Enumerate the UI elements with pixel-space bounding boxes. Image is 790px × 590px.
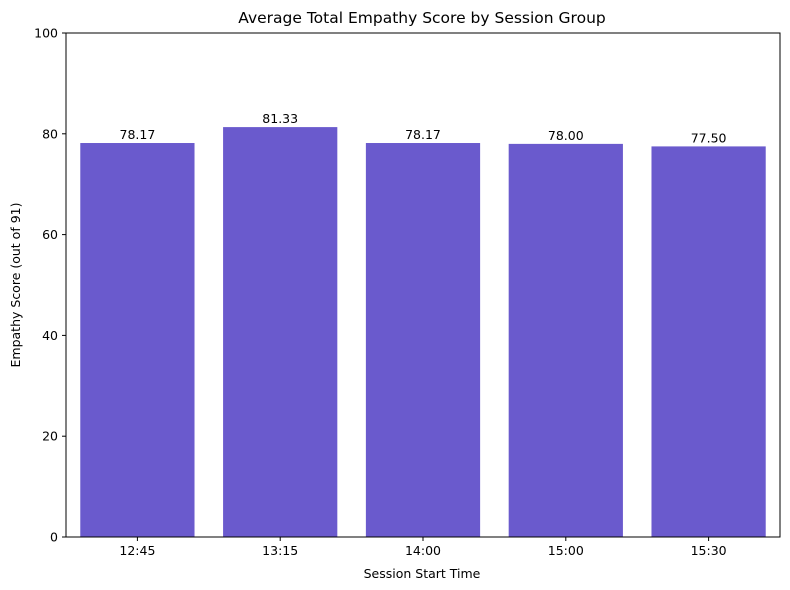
bar-1315 [223, 127, 338, 537]
y-tick-label: 40 [42, 328, 58, 343]
y-tick-label: 20 [42, 429, 58, 444]
x-tick-label: 14:00 [405, 543, 441, 558]
bar-1400 [365, 143, 481, 537]
y-axis-label: Empathy Score (out of 91) [8, 203, 23, 368]
bar-value-label: 78.17 [120, 127, 156, 142]
bar-value-label: 81.33 [262, 111, 298, 126]
y-axis-ticks: 0 20 40 60 80 100 [34, 26, 66, 545]
bar-1500 [508, 143, 623, 537]
bar-value-label: 77.50 [691, 130, 727, 145]
x-tick-label: 13:15 [262, 543, 298, 558]
y-tick-label: 100 [34, 26, 58, 41]
x-tick-label: 15:30 [691, 543, 727, 558]
bar-value-label: 78.17 [405, 127, 441, 142]
x-tick-label: 15:00 [548, 543, 584, 558]
bar-value-label: 78.00 [548, 128, 584, 143]
bar-1245 [80, 143, 195, 537]
bars-layer: 78.17 81.33 78.17 78.00 77.50 [80, 111, 766, 537]
y-tick-label: 0 [50, 530, 58, 545]
y-tick-label: 80 [42, 126, 58, 141]
x-tick-label: 12:45 [119, 543, 155, 558]
chart-title: Average Total Empathy Score by Session G… [238, 9, 605, 27]
y-tick-label: 60 [42, 227, 58, 242]
x-axis-ticks: 12:45 13:15 14:00 15:00 15:30 [119, 537, 727, 558]
bar-1530 [651, 146, 766, 537]
x-axis-label: Session Start Time [364, 566, 481, 581]
